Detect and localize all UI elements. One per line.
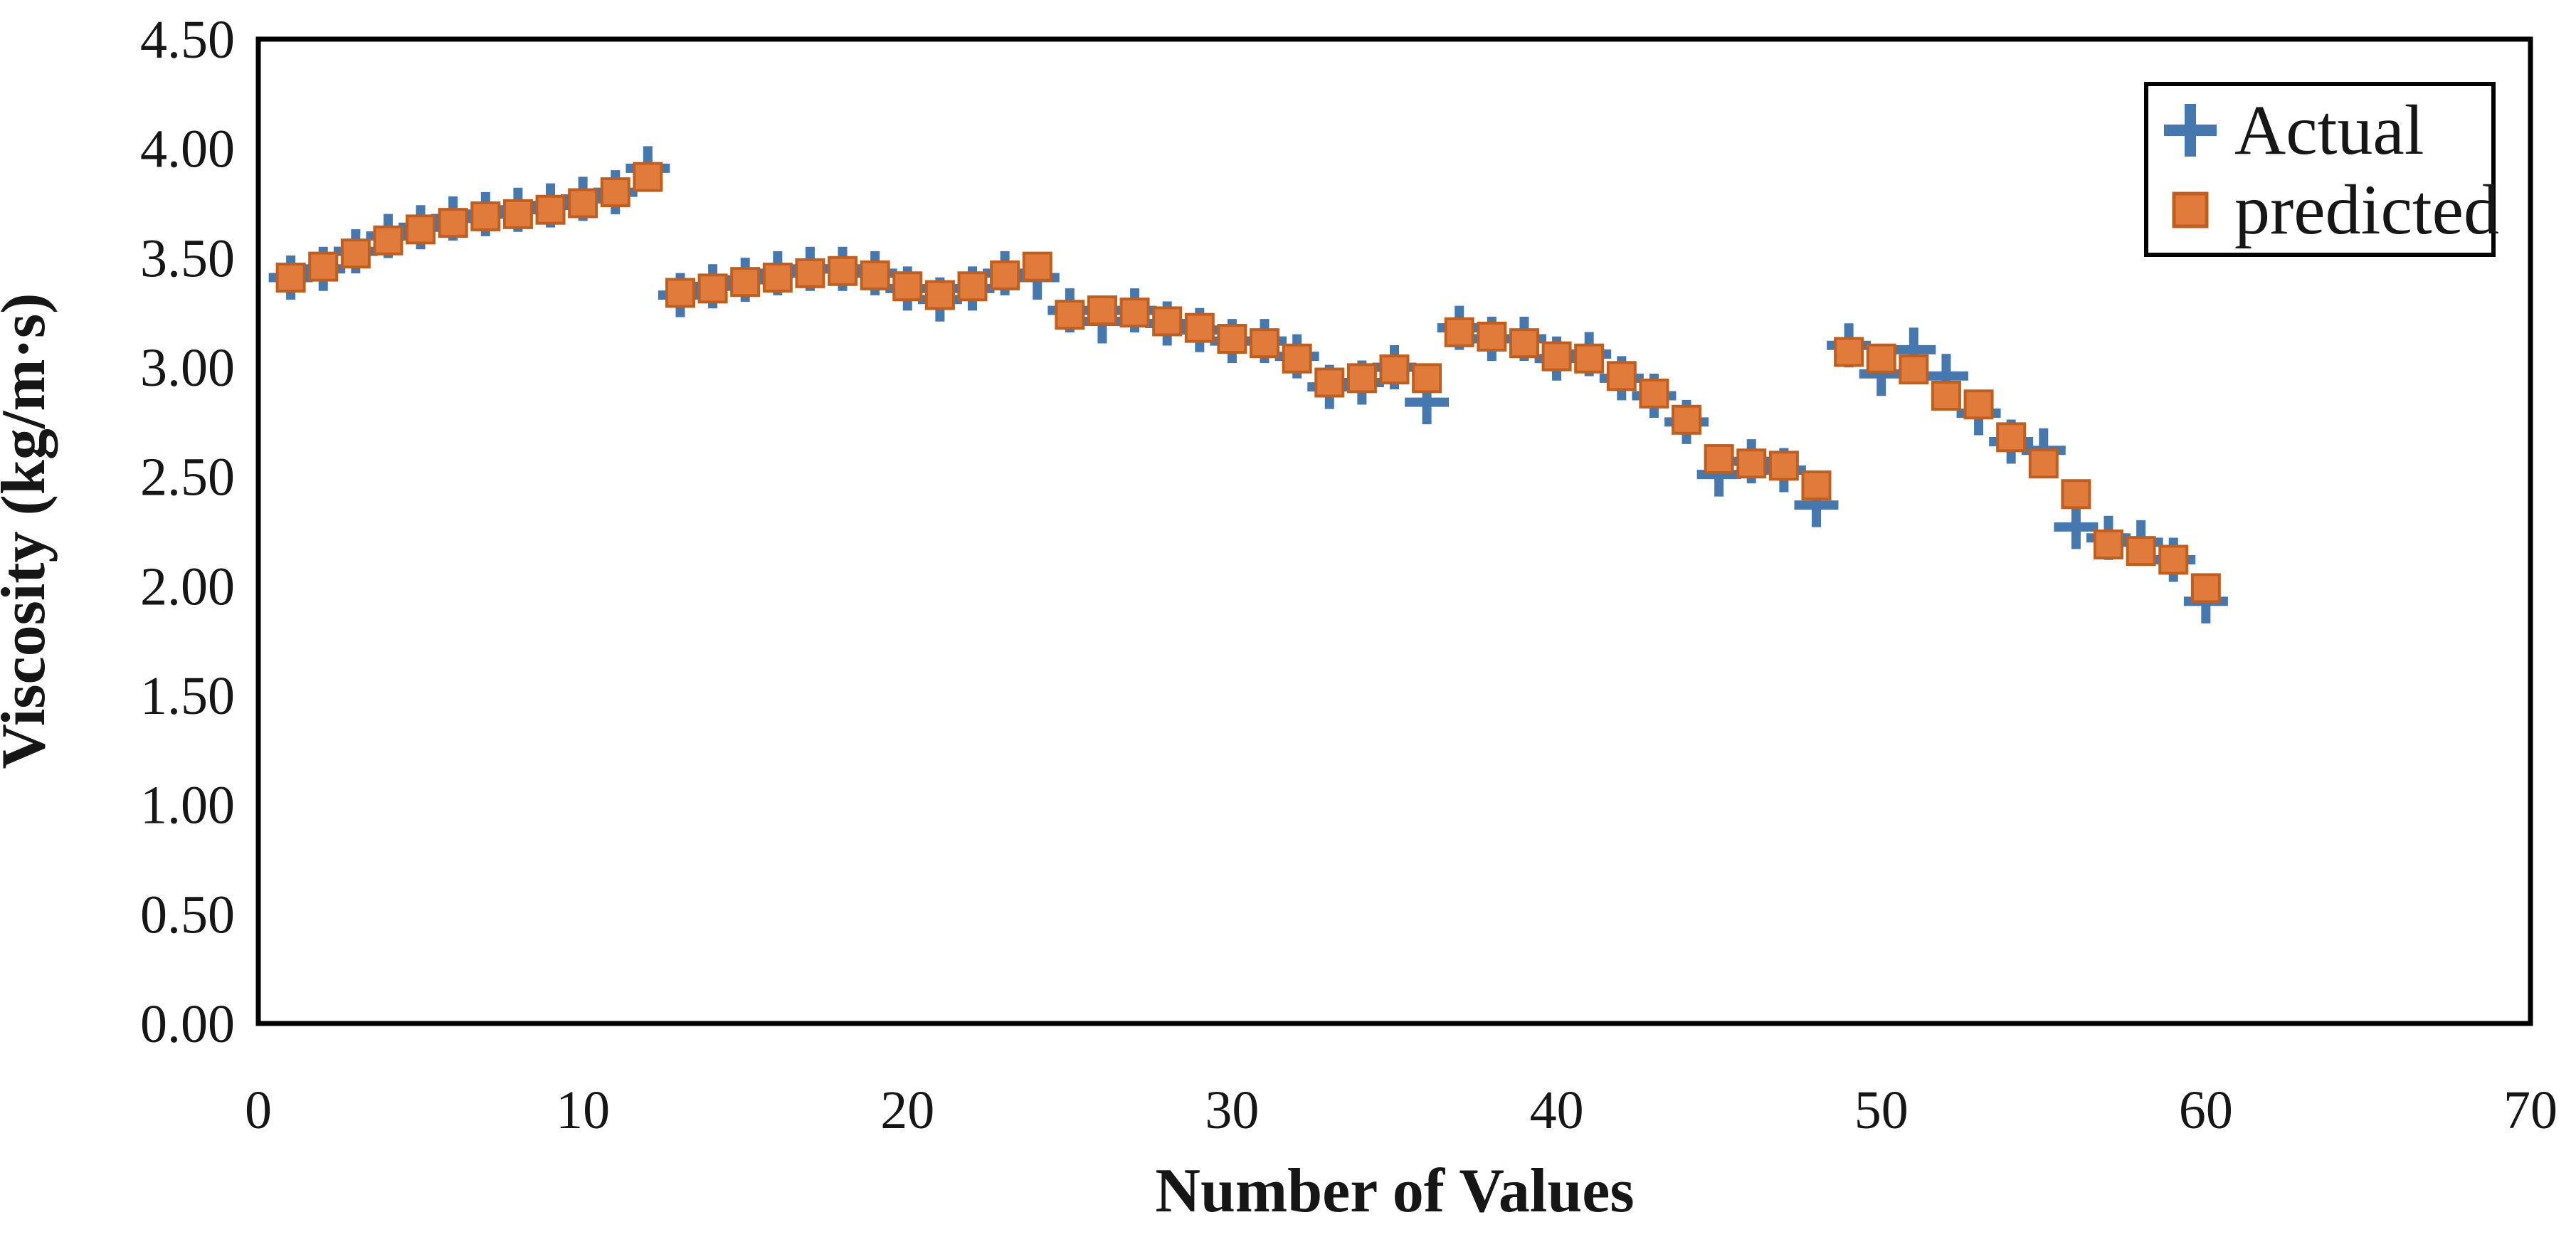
predicted-marker: [502, 199, 533, 229]
predicted-marker: [2028, 448, 2059, 479]
predicted-marker: [697, 273, 728, 304]
predicted-marker: [762, 262, 793, 293]
predicted-marker: [1022, 251, 1052, 282]
predicted-marker: [406, 214, 436, 245]
x-tick-label: 50: [1854, 1080, 1909, 1140]
predicted-marker: [795, 258, 825, 288]
legend-plus-icon: [2164, 104, 2217, 157]
predicted-marker: [1412, 363, 1442, 394]
predicted-marker: [438, 208, 468, 238]
y-tick-label: 0.50: [140, 885, 235, 944]
predicted-marker: [1152, 306, 1183, 337]
x-tick-label: 60: [2179, 1080, 2233, 1140]
y-tick-label: 2.50: [140, 448, 235, 507]
predicted-marker: [633, 162, 663, 192]
predicted-marker: [1574, 343, 1605, 374]
predicted-marker: [730, 267, 761, 298]
predicted-marker: [470, 201, 501, 231]
y-tick-label: 3.00: [140, 338, 235, 398]
predicted-marker: [892, 271, 923, 302]
predicted-marker: [1996, 422, 2027, 453]
predicted-marker: [568, 188, 598, 219]
predicted-marker: [957, 271, 988, 302]
y-tick-label: 2.00: [140, 557, 235, 616]
predicted-marker: [2126, 536, 2156, 567]
predicted-marker: [1444, 317, 1474, 347]
predicted-marker: [1963, 389, 1994, 420]
predicted-marker: [535, 194, 566, 225]
predicted-marker: [1834, 337, 1864, 367]
x-axis-ticks: 0 10 20 30 40 50 60 70: [245, 1080, 2557, 1140]
predicted-marker: [1899, 354, 1929, 385]
legend-square-icon: [2172, 191, 2209, 228]
y-tick-label: 4.00: [140, 120, 235, 179]
x-axis-title: Number of Values: [1155, 1157, 1634, 1226]
predicted-marker: [1866, 343, 1896, 374]
predicted-marker: [1931, 380, 1961, 411]
legend-label-predicted: predicted: [2234, 170, 2499, 249]
predicted-marker: [1541, 341, 1572, 372]
predicted-marker: [1801, 470, 1832, 500]
predicted-marker: [1606, 361, 1637, 391]
predicted-marker: [860, 260, 890, 290]
predicted-marker: [1087, 295, 1117, 326]
predicted-marker: [373, 225, 403, 256]
predicted-marker: [308, 251, 339, 282]
y-tick-label: 4.50: [140, 10, 235, 70]
predicted-marker: [1672, 404, 1702, 435]
x-tick-label: 30: [1205, 1080, 1259, 1140]
series-predicted: [275, 162, 2221, 604]
predicted-marker: [275, 262, 306, 293]
legend: Actual predicted: [2144, 82, 2499, 257]
predicted-marker: [1477, 321, 1507, 352]
predicted-marker: [1379, 354, 1410, 385]
predicted-marker: [1184, 312, 1215, 343]
predicted-marker: [2061, 479, 2091, 510]
predicted-marker: [340, 238, 371, 269]
predicted-marker: [1509, 328, 1539, 359]
y-tick-label: 3.50: [140, 228, 235, 288]
x-tick-label: 70: [2503, 1080, 2557, 1140]
y-tick-label: 1.50: [140, 666, 235, 726]
predicted-marker: [1250, 328, 1280, 359]
predicted-marker: [1704, 444, 1734, 475]
predicted-marker: [1639, 378, 1669, 409]
predicted-marker: [990, 260, 1020, 290]
predicted-marker: [2094, 529, 2124, 559]
predicted-marker: [2158, 544, 2189, 575]
y-axis-ticks: 0.00 0.50 1.00 1.50 2.00 2.50 3.00 3.50 4.00 4.50: [140, 10, 235, 1054]
x-tick-label: 40: [1530, 1080, 1584, 1140]
predicted-marker: [1768, 451, 1799, 481]
x-tick-label: 20: [880, 1080, 934, 1140]
predicted-marker: [828, 256, 858, 286]
y-axis-title: Viscosity (kg/m·s): [0, 293, 58, 769]
predicted-marker: [600, 177, 630, 208]
predicted-marker: [1346, 363, 1377, 394]
y-tick-label: 1.00: [140, 776, 235, 836]
predicted-marker: [2190, 573, 2221, 604]
y-tick-label: 0.00: [140, 994, 235, 1054]
predicted-marker: [1736, 448, 1767, 479]
predicted-marker: [1119, 298, 1150, 328]
predicted-marker: [924, 280, 955, 310]
plot-frame: [255, 36, 2533, 1026]
predicted-marker: [1282, 343, 1312, 374]
x-tick-label: 0: [245, 1080, 272, 1140]
legend-label-actual: Actual: [2234, 90, 2424, 169]
x-tick-label: 10: [556, 1080, 610, 1140]
predicted-marker: [1055, 300, 1085, 330]
actual-marker: [2054, 505, 2099, 549]
predicted-marker: [1314, 367, 1345, 398]
predicted-marker: [665, 278, 695, 308]
predicted-marker: [1217, 324, 1247, 354]
